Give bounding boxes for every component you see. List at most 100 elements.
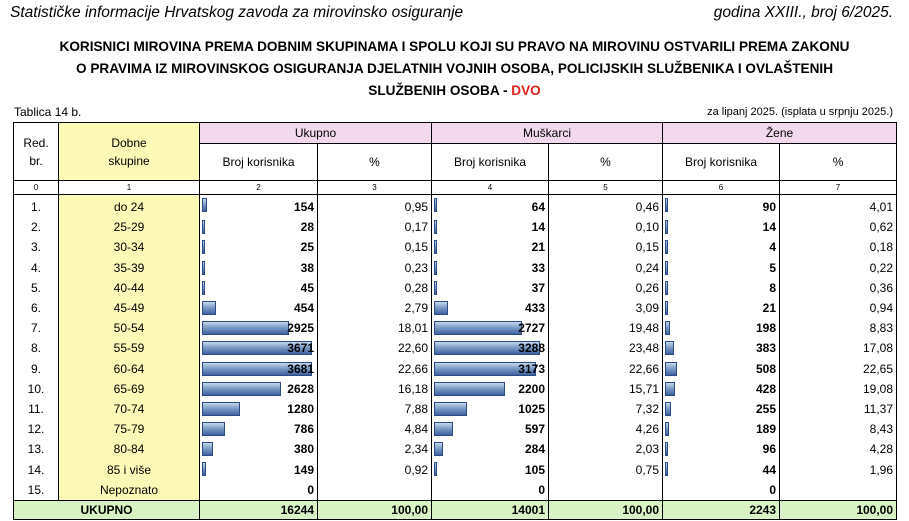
- table-row: 10. 65-69 2628 16,18 2200 15,71 428 19,08: [13, 378, 898, 399]
- ukupno-count: 3681: [199, 358, 318, 379]
- muskarci-pct: [547, 479, 664, 501]
- row-number: 11.: [13, 398, 59, 420]
- ukupno-pct: 22,60: [317, 338, 432, 359]
- title-line-3-text: SLUŽBENIH OSOBA -: [368, 83, 512, 98]
- zene-count: 383: [662, 338, 781, 359]
- col-ukupno-broj: Broj korisnika: [199, 143, 318, 181]
- zene-count: 198: [662, 318, 781, 339]
- zene-count: 14: [662, 217, 781, 238]
- value-text: 3173: [518, 361, 545, 376]
- value-text: 2628: [287, 381, 314, 396]
- value-bar: [202, 300, 216, 315]
- value-bar: [665, 260, 669, 275]
- table-row: 6. 45-49 454 2,79 433 3,09 21 0,94: [13, 297, 898, 319]
- muskarci-count: 433: [431, 297, 549, 319]
- table-label: Tablica 14 b.: [14, 105, 82, 119]
- value-bar: [202, 341, 312, 356]
- col-index: 2: [199, 180, 318, 195]
- col-red-br: Red. br.: [13, 122, 59, 181]
- ukupno-pct: 4,84: [317, 419, 432, 440]
- ukupno-pct: 2,79: [317, 297, 432, 319]
- publication-title: Statističke informacije Hrvatskog zavoda…: [10, 4, 464, 21]
- table-row: 9. 60-64 3681 22,66 3173 22,66 508 22,65: [13, 358, 898, 379]
- value-text: 508: [755, 361, 777, 376]
- ukupno-count: 3671: [199, 338, 318, 359]
- col-zene-broj: Broj korisnika: [662, 143, 781, 181]
- value-text: 105: [524, 462, 545, 477]
- value-text: 0: [769, 482, 777, 497]
- table-row: 12. 75-79 786 4,84 597 4,26 189 8,43: [13, 419, 898, 440]
- row-number: 3.: [13, 237, 59, 258]
- total-label: UKUPNO: [13, 499, 200, 520]
- ukupno-count: 149: [199, 459, 318, 480]
- row-number: 7.: [13, 318, 59, 339]
- value-bar: [202, 280, 205, 295]
- muskarci-count: 3173: [431, 358, 549, 379]
- ukupno-pct: [317, 479, 432, 501]
- table-row: 14. 85 i više 149 0,92 105 0,75 44 1,96: [13, 459, 898, 480]
- total-row: UKUPNO 16244 100,00 14001 100,00 2243 10…: [13, 499, 898, 520]
- zene-pct: 0,94: [779, 297, 898, 319]
- muskarci-pct: 0,46: [547, 194, 664, 218]
- header-row-2: Broj korisnika % Broj korisnika % Broj k…: [14, 143, 898, 181]
- ukupno-count: 2628: [199, 378, 318, 399]
- col-index: 5: [547, 180, 664, 195]
- value-text: 2925: [287, 321, 314, 336]
- table-row: 11. 70-74 1280 7,88 1025 7,32 255 11,37: [13, 398, 898, 420]
- zene-pct: 19,08: [779, 378, 898, 399]
- value-bar: [434, 462, 438, 477]
- zene-pct: 0,18: [779, 237, 898, 258]
- zene-count: 508: [662, 358, 781, 379]
- table-row: 2. 25-29 28 0,17 14 0,10 14 0,62: [13, 217, 898, 238]
- value-text: 0: [307, 482, 314, 497]
- issue-number: godina XXIII., broj 6/2025.: [713, 4, 893, 21]
- muskarci-count: 3288: [431, 338, 549, 359]
- ukupno-pct: 22,66: [317, 358, 432, 379]
- zene-count: 0: [662, 479, 781, 501]
- muskarci-count: 21: [431, 237, 549, 258]
- ukupno-count: 0: [199, 479, 318, 501]
- muskarci-pct: 0,24: [547, 257, 664, 278]
- ukupno-count: 25: [199, 237, 318, 258]
- value-bar: [202, 220, 205, 235]
- value-bar: [434, 198, 437, 212]
- total-ukupno: 16244: [199, 499, 318, 520]
- zene-pct: 17,08: [779, 338, 898, 359]
- zene-count: 428: [662, 378, 781, 399]
- age-group: 50-54: [58, 318, 200, 339]
- row-number: 10.: [13, 378, 59, 399]
- row-number: 1.: [13, 194, 59, 218]
- age-group: 75-79: [58, 419, 200, 440]
- value-bar: [202, 260, 205, 275]
- row-number: 14.: [13, 459, 59, 480]
- value-text: 198: [755, 321, 777, 336]
- value-text: 96: [762, 442, 777, 457]
- value-text: 3681: [287, 361, 314, 376]
- value-bar: [665, 361, 678, 376]
- ukupno-count: 2925: [199, 318, 318, 339]
- value-text: 14: [531, 220, 545, 235]
- ukupno-count: 1280: [199, 398, 318, 420]
- ukupno-pct: 16,18: [317, 378, 432, 399]
- value-text: 5: [769, 260, 777, 275]
- col-index: 7: [779, 180, 898, 195]
- muskarci-pct: 4,26: [547, 419, 664, 440]
- muskarci-count: 14: [431, 217, 549, 238]
- row-number: 12.: [13, 419, 59, 440]
- total-ukupno-pct: 100,00: [317, 499, 432, 520]
- value-bar: [434, 361, 537, 376]
- value-text: 189: [755, 422, 777, 437]
- value-bar: [434, 220, 437, 235]
- row-number: 15.: [13, 479, 59, 501]
- ukupno-count: 454: [199, 297, 318, 319]
- total-zene-pct: 100,00: [779, 499, 898, 520]
- col-zene-pct: %: [779, 143, 898, 181]
- pensioners-table: Red. br. Dobne skupine Ukupno Muškarci Ž…: [13, 122, 898, 520]
- ukupno-count: 786: [199, 419, 318, 440]
- value-text: 45: [300, 280, 314, 295]
- value-bar: [202, 401, 241, 416]
- zene-pct: 4,01: [779, 194, 898, 218]
- value-bar: [665, 442, 669, 457]
- ukupno-count: 45: [199, 277, 318, 298]
- value-text: 21: [531, 240, 545, 255]
